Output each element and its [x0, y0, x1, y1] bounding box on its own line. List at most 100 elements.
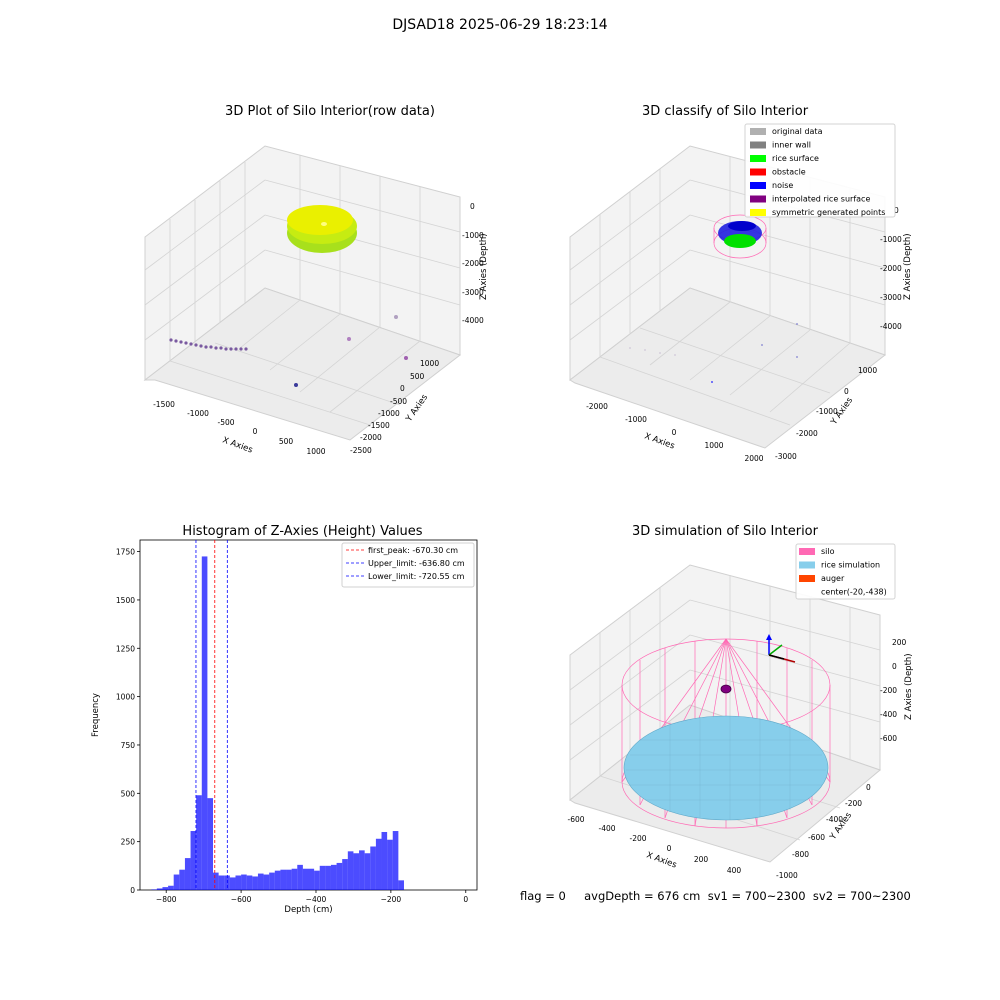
legend-label: rice surface: [772, 154, 819, 163]
p4-xtick: 0: [667, 844, 672, 853]
histogram-bar: [308, 868, 315, 890]
p2-ytick: -3000: [775, 452, 797, 461]
p1-ytick: -2500: [350, 446, 372, 455]
p1-xtick: -500: [217, 418, 234, 427]
chart-xlabel: Depth (cm): [284, 905, 332, 915]
p1-xtick: -1000: [187, 409, 209, 418]
figure-title: DJSAD18 2025-06-29 18:23:14: [392, 17, 608, 33]
p2-xtick: 1000: [704, 441, 723, 450]
p2-ztick: 0: [894, 206, 899, 215]
histogram-bar: [269, 872, 275, 890]
p2-ytick: -2000: [796, 429, 818, 438]
p4-xtick: -400: [598, 824, 615, 833]
p1-zlabel: Z Axies (Depth): [479, 233, 489, 300]
legend-swatch: [750, 195, 766, 203]
histogram-bar: [342, 859, 348, 890]
histogram-bar: [224, 875, 230, 890]
legend-label: Lower_limit: -720.55 cm: [368, 572, 465, 581]
p4-ytick: -600: [808, 833, 825, 842]
legend-swatch: [750, 128, 766, 135]
histogram-bar: [336, 862, 343, 890]
p4-ylabel: Y Axies: [828, 810, 855, 842]
x-tick-label: −600: [231, 895, 252, 904]
legend-label: symmetric generated points: [772, 208, 885, 217]
p1-ztick: -1000: [462, 231, 484, 240]
p2-xlabel: X Axies: [643, 431, 676, 451]
p1-ytick: -1000: [378, 409, 400, 418]
p2-ytick: 0: [844, 387, 849, 396]
y-tick-label: 500: [121, 789, 136, 798]
histogram-bar: [235, 875, 242, 890]
y-tick-label: 1000: [116, 693, 135, 702]
x-tick-label: −800: [156, 895, 177, 904]
histogram-bar: [241, 874, 247, 890]
legend-swatch: [799, 548, 815, 555]
histogram-bar: [364, 853, 371, 890]
histogram-bar: [353, 853, 360, 890]
p4-ytick: -1000: [776, 871, 798, 880]
p2-xtick: -2000: [586, 402, 608, 411]
chart-title: Histogram of Z-Axies (Height) Values: [182, 524, 423, 539]
panel2-title: 3D classify of Silo Interior: [641, 104, 809, 119]
p4-ztick: 0: [892, 662, 897, 671]
p1-xtick: 0: [253, 427, 258, 436]
p4-zlabel: Z Axies (Depth): [904, 653, 914, 720]
p4-ztick: -200: [880, 686, 897, 695]
histogram-bar: [319, 865, 326, 890]
p4-xtick: 400: [727, 866, 742, 875]
p1-xtick: 500: [279, 437, 294, 446]
p2-xtick: 2000: [744, 454, 763, 463]
p2-ztick: -3000: [880, 293, 902, 302]
x-tick-label: −400: [306, 895, 327, 904]
panel1-title: 3D Plot of Silo Interior(row data): [225, 104, 435, 119]
p4-xtick: 200: [694, 855, 709, 864]
histogram-bar: [302, 868, 309, 890]
p4-ytick: -800: [792, 850, 809, 859]
legend-label: obstacle: [772, 168, 806, 177]
p2-xtick: 0: [672, 428, 677, 437]
p4-ztick: -400: [880, 710, 897, 719]
p4-xtick: -600: [567, 815, 584, 824]
legend-swatch: [750, 182, 766, 189]
p1-ytick: -2000: [360, 433, 382, 442]
p1-ztick: -3000: [462, 288, 484, 297]
p4-ztick: -600: [880, 734, 897, 743]
legend-label: interpolated rice surface: [772, 195, 870, 204]
legend-label: Upper_limit: -636.80 cm: [368, 559, 465, 568]
p4-ytick: 0: [866, 783, 871, 792]
histogram-bar: [381, 831, 388, 890]
histogram-bar: [398, 880, 404, 890]
p2-ztick: -2000: [880, 264, 902, 273]
p1-ylabel: Y Axies: [404, 392, 431, 424]
y-tick-label: 1500: [116, 596, 135, 605]
y-tick-label: 250: [121, 838, 136, 847]
p1-xtick: -1500: [153, 400, 175, 409]
histogram-bar: [330, 864, 337, 890]
histogram-bar: [314, 870, 320, 890]
y-tick-label: 1250: [116, 644, 135, 653]
legend-label: silo: [821, 547, 835, 556]
p1-ztick: 0: [470, 202, 475, 211]
status-footer: flag = 0 avgDepth = 676 cm sv1 = 700~230…: [520, 889, 911, 903]
chart-ylabel: Frequency: [91, 693, 101, 737]
histogram-bar: [218, 875, 225, 890]
histogram-bar: [387, 839, 393, 890]
p1-xtick: 1000: [306, 447, 325, 456]
legend-box: [341, 542, 475, 588]
histogram-bar: [179, 869, 185, 890]
histogram-bar: [370, 846, 376, 890]
y-tick-label: 750: [121, 741, 136, 750]
p4-xlabel: X Axies: [645, 850, 678, 870]
legend-label: auger: [821, 574, 845, 583]
histogram-bar: [229, 877, 236, 890]
legend-swatch: [750, 155, 766, 162]
p4-ytick: -200: [845, 799, 862, 808]
legend-label: original data: [772, 127, 823, 136]
histogram-bar: [151, 889, 157, 890]
histogram-bar: [392, 831, 399, 890]
legend-label: noise: [772, 181, 793, 190]
histogram-bar: [190, 831, 197, 890]
p1-ytick: 0: [400, 384, 405, 393]
panel4-title: 3D simulation of Silo Interior: [632, 524, 818, 539]
